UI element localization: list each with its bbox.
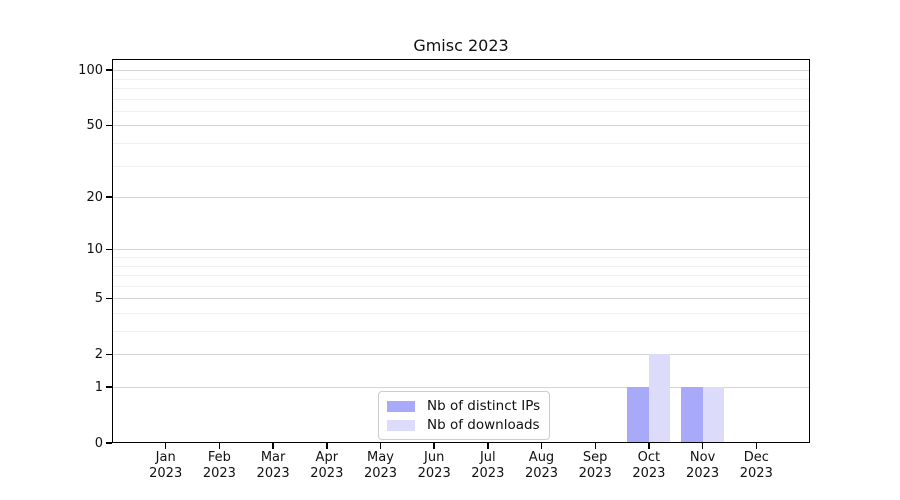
x-tick-month: Sep xyxy=(582,450,608,465)
x-tick-year: 2023 xyxy=(202,466,236,481)
chart-title: Gmisc 2023 xyxy=(413,36,509,55)
x-tick-mark xyxy=(594,443,596,449)
x-tick-year: 2023 xyxy=(363,466,398,481)
x-tick-label: Mar 2023 xyxy=(243,450,303,482)
legend-entry: Nb of downloads xyxy=(387,417,540,433)
y-tick-label: 1 xyxy=(94,379,103,395)
minor-gridline xyxy=(112,110,810,112)
y-tick-label: 2 xyxy=(94,346,103,362)
major-gridline xyxy=(112,387,810,388)
x-tick-year: 2023 xyxy=(256,466,290,481)
x-tick-label: Apr 2023 xyxy=(297,450,357,482)
legend-swatch xyxy=(387,419,415,431)
x-tick-mark xyxy=(218,443,221,449)
x-tick-label: Aug 2023 xyxy=(512,450,572,482)
x-tick-month: May xyxy=(367,450,394,465)
y-tick-label: 100 xyxy=(78,62,103,78)
x-tick-mark xyxy=(272,443,274,449)
x-tick-month: Jul xyxy=(479,450,496,465)
x-tick-month: Apr xyxy=(315,450,339,465)
x-tick-month: Nov xyxy=(689,450,716,465)
major-gridline xyxy=(112,354,810,356)
x-tick-month: Oct xyxy=(637,450,661,465)
x-tick-mark xyxy=(701,443,704,449)
x-tick-mark xyxy=(648,443,650,449)
x-tick-mark xyxy=(379,443,382,449)
minor-gridline xyxy=(112,275,810,276)
y-tick-label: 20 xyxy=(86,189,103,205)
legend-entry: Nb of distinct IPs xyxy=(387,398,540,414)
major-gridline xyxy=(112,197,810,199)
x-tick-year: 2023 xyxy=(739,466,773,481)
x-tick-label: Nov 2023 xyxy=(673,450,733,482)
y-tick-mark xyxy=(106,353,112,355)
x-tick-label: Feb 2023 xyxy=(189,450,249,482)
y-tick-label: 50 xyxy=(86,117,103,133)
x-tick-month: Aug xyxy=(528,450,555,465)
x-tick-year: 2023 xyxy=(149,466,183,481)
x-tick-mark xyxy=(755,443,758,449)
x-tick-mark xyxy=(164,443,167,449)
legend-label: Nb of downloads xyxy=(427,417,540,433)
legend-swatch xyxy=(387,400,415,412)
y-tick-mark xyxy=(106,297,112,299)
y-tick-mark xyxy=(106,248,112,250)
x-tick-label: Dec 2023 xyxy=(726,450,786,482)
x-tick-mark xyxy=(540,443,543,449)
x-tick-label: Jan 2023 xyxy=(136,450,196,482)
minor-gridline xyxy=(112,165,810,167)
minor-gridline xyxy=(112,265,810,267)
legend-label: Nb of distinct IPs xyxy=(427,398,541,414)
bar-downloads xyxy=(702,387,725,443)
x-tick-month: Dec xyxy=(743,450,769,465)
x-tick-month: Feb xyxy=(207,450,231,465)
major-gridline xyxy=(112,249,810,251)
minor-gridline xyxy=(112,88,810,89)
y-tick-mark xyxy=(106,124,112,127)
x-tick-year: 2023 xyxy=(524,466,559,481)
x-tick-year: 2023 xyxy=(578,466,612,481)
minor-gridline xyxy=(112,78,810,80)
axes-frame xyxy=(112,59,810,443)
x-tick-label: Oct 2023 xyxy=(619,450,679,482)
x-tick-mark xyxy=(326,443,328,449)
x-tick-year: 2023 xyxy=(471,466,505,481)
legend-box: Nb of distinct IPs Nb of downloads xyxy=(378,391,551,440)
x-tick-label: Sep 2023 xyxy=(565,450,625,482)
bar-downloads xyxy=(648,354,671,443)
x-tick-year: 2023 xyxy=(686,466,720,481)
y-tick-mark xyxy=(106,442,112,444)
bar-distinct-ips xyxy=(627,387,649,443)
minor-gridline xyxy=(112,285,810,287)
x-tick-month: Jun xyxy=(424,450,445,465)
x-tick-mark xyxy=(433,443,435,449)
bar-distinct-ips xyxy=(681,387,703,443)
x-tick-year: 2023 xyxy=(632,466,666,481)
x-tick-mark xyxy=(487,443,489,449)
y-tick-label: 10 xyxy=(86,241,103,257)
x-tick-label: Jul 2023 xyxy=(458,450,518,482)
y-tick-mark xyxy=(106,196,112,198)
y-tick-label: 0 xyxy=(94,435,103,451)
major-gridline xyxy=(112,70,810,72)
y-tick-label: 5 xyxy=(94,290,103,306)
x-tick-year: 2023 xyxy=(310,466,344,481)
major-gridline xyxy=(112,125,810,127)
minor-gridline xyxy=(112,313,810,314)
x-tick-month: Mar xyxy=(260,450,286,465)
y-tick-mark xyxy=(106,69,112,71)
minor-gridline xyxy=(112,331,810,332)
y-tick-mark xyxy=(106,386,112,388)
minor-gridline xyxy=(112,143,810,144)
major-gridline xyxy=(112,298,810,300)
minor-gridline xyxy=(112,257,810,258)
x-tick-month: Jan xyxy=(155,450,176,465)
x-tick-label: Jun 2023 xyxy=(404,450,464,482)
x-tick-year: 2023 xyxy=(417,466,451,481)
plot-area xyxy=(112,59,810,443)
x-tick-label: May 2023 xyxy=(351,450,411,482)
minor-gridline xyxy=(112,98,810,100)
